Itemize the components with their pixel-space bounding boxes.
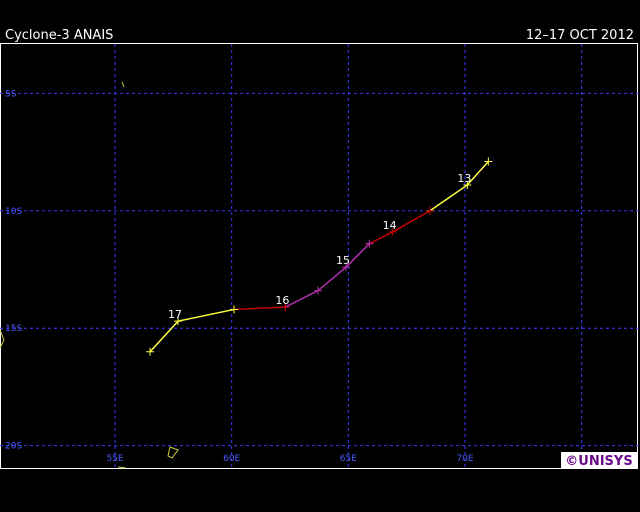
- dates: 12–17 OCT 2012: [526, 28, 634, 43]
- track-point: [146, 347, 155, 356]
- day-label: 16: [275, 294, 289, 307]
- credit-box: [561, 452, 637, 469]
- lon-tick-label: 60E: [223, 454, 240, 464]
- day-label: 13: [457, 172, 471, 185]
- track-segment: [429, 160, 489, 212]
- day-label: 15: [336, 254, 350, 267]
- lon-tick-label: 55E: [106, 454, 123, 464]
- track-point: [484, 157, 493, 166]
- day-label: 14: [383, 219, 397, 232]
- track-point: [463, 180, 472, 189]
- lat-tick-label: 15S: [5, 324, 22, 334]
- day-label: 17: [168, 308, 182, 321]
- title: Cyclone-3 ANAIS: [5, 28, 113, 43]
- lat-tick-label: 10S: [5, 207, 22, 217]
- map-frame: [0, 43, 638, 469]
- coastline: [0, 81, 179, 469]
- lon-tick-label: 70E: [456, 454, 473, 464]
- track-point: [426, 206, 435, 215]
- track-point: [342, 263, 351, 272]
- track-segment: [233, 306, 286, 311]
- track-point: [388, 227, 397, 236]
- track-point: [365, 239, 374, 248]
- lat-tick-label: 5S: [5, 89, 17, 99]
- track-point: [281, 303, 290, 312]
- track-point: [314, 286, 323, 295]
- credit: ©UNISYS: [565, 454, 632, 469]
- track-point: [230, 305, 239, 314]
- lat-tick-label: 20S: [5, 442, 22, 452]
- track-segment: [369, 210, 431, 245]
- track-segment: [285, 243, 370, 308]
- track-segment: [149, 308, 235, 353]
- track-point: [174, 317, 183, 326]
- lon-tick-label: 65E: [340, 454, 357, 464]
